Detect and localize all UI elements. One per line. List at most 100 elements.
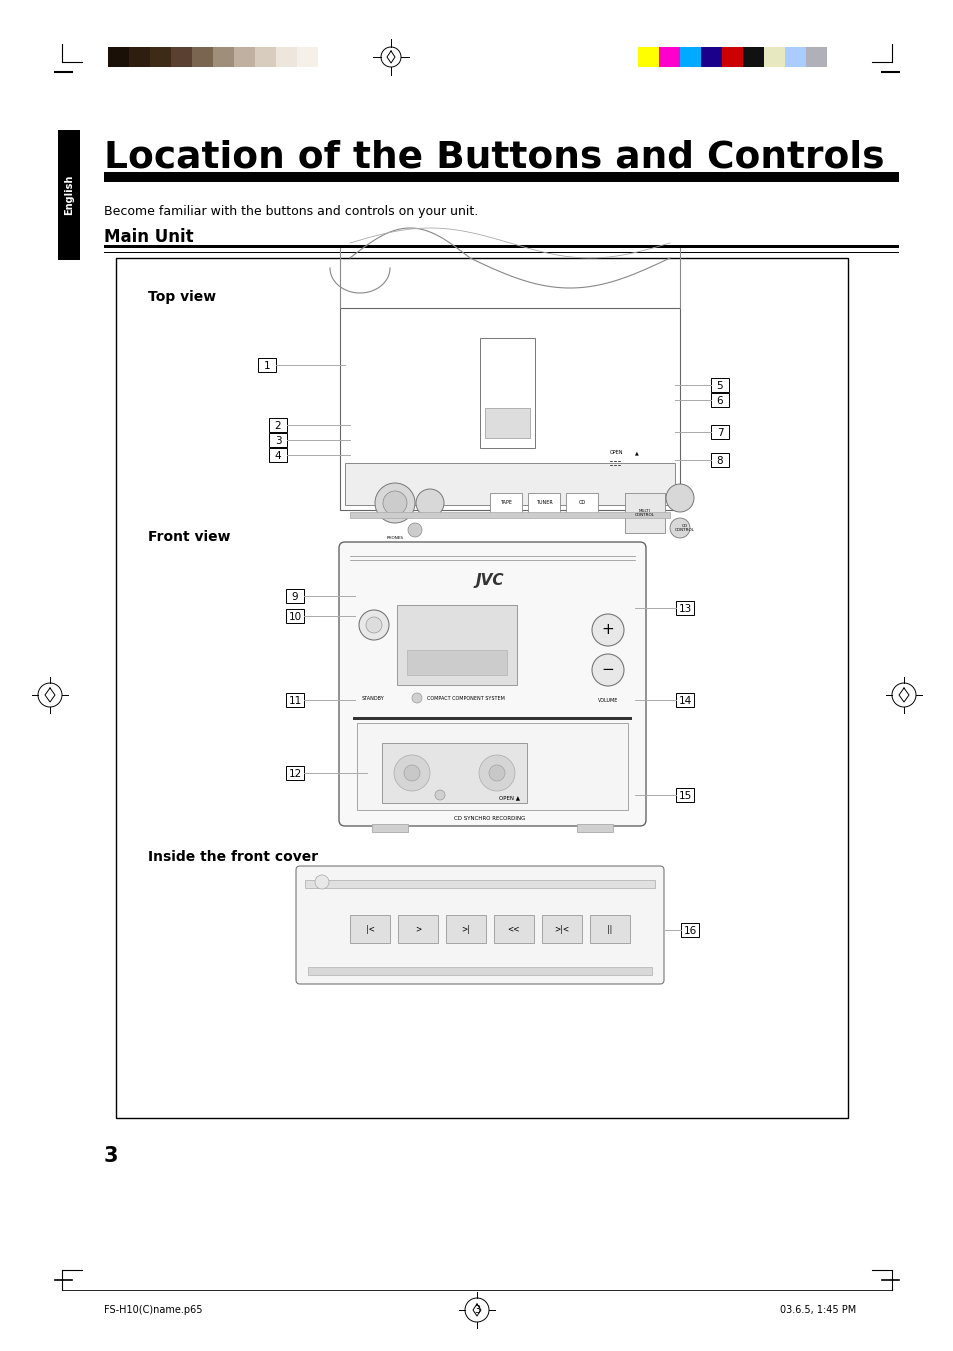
Text: 9: 9 bbox=[292, 592, 298, 603]
Text: Inside the front cover: Inside the front cover bbox=[148, 850, 317, 865]
Bar bbox=[676, 788, 693, 802]
Text: 7: 7 bbox=[716, 428, 722, 438]
Text: OPEN ▲: OPEN ▲ bbox=[499, 796, 520, 801]
Circle shape bbox=[408, 523, 421, 536]
Bar bbox=[345, 463, 675, 505]
Circle shape bbox=[412, 693, 421, 703]
Bar bbox=[108, 47, 129, 68]
Bar bbox=[257, 358, 275, 372]
FancyBboxPatch shape bbox=[338, 542, 645, 825]
Bar bbox=[286, 589, 304, 603]
Circle shape bbox=[489, 765, 504, 781]
Text: English: English bbox=[64, 174, 74, 215]
Bar bbox=[339, 308, 679, 509]
Bar bbox=[296, 47, 317, 68]
Circle shape bbox=[592, 654, 623, 686]
Bar bbox=[396, 605, 517, 685]
Text: 8: 8 bbox=[716, 457, 722, 466]
FancyBboxPatch shape bbox=[295, 866, 663, 984]
Text: MULTI
CONTROL: MULTI CONTROL bbox=[635, 509, 655, 517]
Bar bbox=[350, 512, 669, 517]
Text: ||: || bbox=[607, 924, 612, 934]
Text: 11: 11 bbox=[288, 696, 301, 707]
Bar bbox=[589, 915, 629, 943]
Text: CD
CONTROL: CD CONTROL bbox=[675, 524, 695, 532]
Bar bbox=[742, 47, 763, 68]
Bar bbox=[269, 434, 287, 447]
Text: Top view: Top view bbox=[148, 290, 216, 304]
Bar bbox=[679, 47, 700, 68]
Bar bbox=[710, 378, 728, 392]
Bar bbox=[484, 408, 530, 438]
Bar bbox=[710, 453, 728, 467]
Text: >|<: >|< bbox=[554, 924, 569, 934]
Bar bbox=[710, 426, 728, 439]
Text: 12: 12 bbox=[288, 769, 301, 780]
Bar bbox=[305, 880, 655, 888]
Text: CD SYNCHRO RECORDING: CD SYNCHRO RECORDING bbox=[454, 816, 525, 820]
Text: TUNER: TUNER bbox=[535, 500, 552, 505]
Bar bbox=[372, 824, 408, 832]
Text: 5: 5 bbox=[716, 381, 722, 390]
Text: 13: 13 bbox=[678, 604, 691, 613]
Bar bbox=[286, 766, 304, 780]
Circle shape bbox=[403, 765, 419, 781]
Text: >|: >| bbox=[461, 924, 470, 934]
Bar bbox=[710, 393, 728, 407]
Bar bbox=[116, 258, 847, 1119]
Text: 10: 10 bbox=[288, 612, 301, 621]
Circle shape bbox=[669, 517, 689, 538]
Bar bbox=[104, 245, 898, 249]
Circle shape bbox=[375, 484, 415, 523]
Circle shape bbox=[478, 755, 515, 790]
Bar bbox=[58, 130, 80, 259]
Bar bbox=[213, 47, 233, 68]
Text: 14: 14 bbox=[678, 696, 691, 707]
Bar bbox=[381, 743, 526, 802]
Text: JVC: JVC bbox=[476, 573, 504, 588]
Bar bbox=[446, 915, 485, 943]
Bar bbox=[638, 47, 659, 68]
Bar bbox=[150, 47, 171, 68]
Bar bbox=[721, 47, 742, 68]
Bar bbox=[129, 47, 150, 68]
Bar bbox=[784, 47, 805, 68]
Bar bbox=[397, 915, 437, 943]
Text: >: > bbox=[415, 924, 420, 934]
Text: <<: << bbox=[507, 924, 519, 934]
Bar bbox=[624, 493, 664, 534]
Bar bbox=[676, 693, 693, 707]
Circle shape bbox=[435, 790, 444, 800]
Bar bbox=[317, 47, 338, 68]
Text: Front view: Front view bbox=[148, 530, 231, 544]
Text: ▲: ▲ bbox=[635, 450, 639, 455]
Bar bbox=[104, 172, 898, 182]
Bar bbox=[254, 47, 275, 68]
Circle shape bbox=[592, 613, 623, 646]
Bar bbox=[565, 493, 598, 513]
Circle shape bbox=[358, 611, 389, 640]
Circle shape bbox=[382, 490, 407, 515]
Bar bbox=[680, 923, 699, 938]
Bar bbox=[700, 47, 721, 68]
Bar bbox=[356, 723, 627, 811]
Bar bbox=[269, 417, 287, 432]
Text: 3: 3 bbox=[274, 436, 281, 446]
Text: 1: 1 bbox=[263, 361, 270, 372]
Bar bbox=[763, 47, 784, 68]
Bar bbox=[490, 493, 521, 513]
Text: FS-H10(C)name.p65: FS-H10(C)name.p65 bbox=[104, 1305, 202, 1315]
Text: OPEN: OPEN bbox=[609, 450, 623, 455]
Text: PHONES: PHONES bbox=[386, 536, 403, 540]
Text: STANDBY: STANDBY bbox=[361, 696, 384, 701]
Bar bbox=[541, 915, 581, 943]
Bar bbox=[308, 967, 651, 975]
Bar bbox=[233, 47, 254, 68]
Text: 15: 15 bbox=[678, 790, 691, 801]
Text: +: + bbox=[601, 623, 614, 638]
Text: 3: 3 bbox=[104, 1146, 118, 1166]
Text: Become familiar with the buttons and controls on your unit.: Become familiar with the buttons and con… bbox=[104, 205, 477, 218]
Text: 2: 2 bbox=[274, 422, 281, 431]
Bar bbox=[350, 915, 390, 943]
Text: 03.6.5, 1:45 PM: 03.6.5, 1:45 PM bbox=[780, 1305, 856, 1315]
